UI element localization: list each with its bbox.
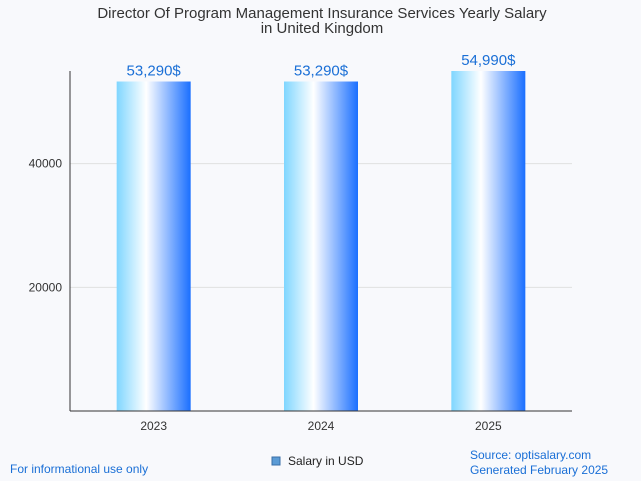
chart-title-line-1: Director Of Program Management Insurance… xyxy=(97,5,547,22)
legend-swatch xyxy=(271,456,281,466)
bar[interactable] xyxy=(116,81,191,412)
disclaimer-text: For informational use only xyxy=(10,462,149,476)
source-block: Source: optisalary.com Generated Februar… xyxy=(470,448,608,478)
bar[interactable] xyxy=(451,71,526,411)
x-tick-label: 2025 xyxy=(475,419,502,433)
x-tick-labels: 2023 2024 2025 xyxy=(140,419,502,433)
generated-date: Generated February 2025 xyxy=(470,463,609,477)
y-tick-label: 40000 xyxy=(29,157,63,171)
data-label: 54,990$ xyxy=(461,52,516,69)
x-tick-label: 2024 xyxy=(308,419,335,433)
legend-label: Salary in USD xyxy=(288,454,364,468)
x-tick-label: 2023 xyxy=(140,419,167,433)
chart-title: Director Of Program Management Insurance… xyxy=(97,5,547,37)
legend[interactable]: Salary in USD xyxy=(271,454,364,468)
y-tick-labels: 20000 40000 xyxy=(29,157,63,295)
data-labels: 53,290$ 53,290$ 54,990$ xyxy=(127,52,517,80)
bars xyxy=(116,71,526,412)
data-label: 53,290$ xyxy=(294,63,349,80)
source-link[interactable]: Source: optisalary.com xyxy=(470,448,592,462)
bar[interactable] xyxy=(284,81,358,412)
y-tick-label: 20000 xyxy=(29,280,63,294)
data-label: 53,290$ xyxy=(127,63,182,80)
chart-title-line-2: in United Kingdom xyxy=(261,20,384,37)
